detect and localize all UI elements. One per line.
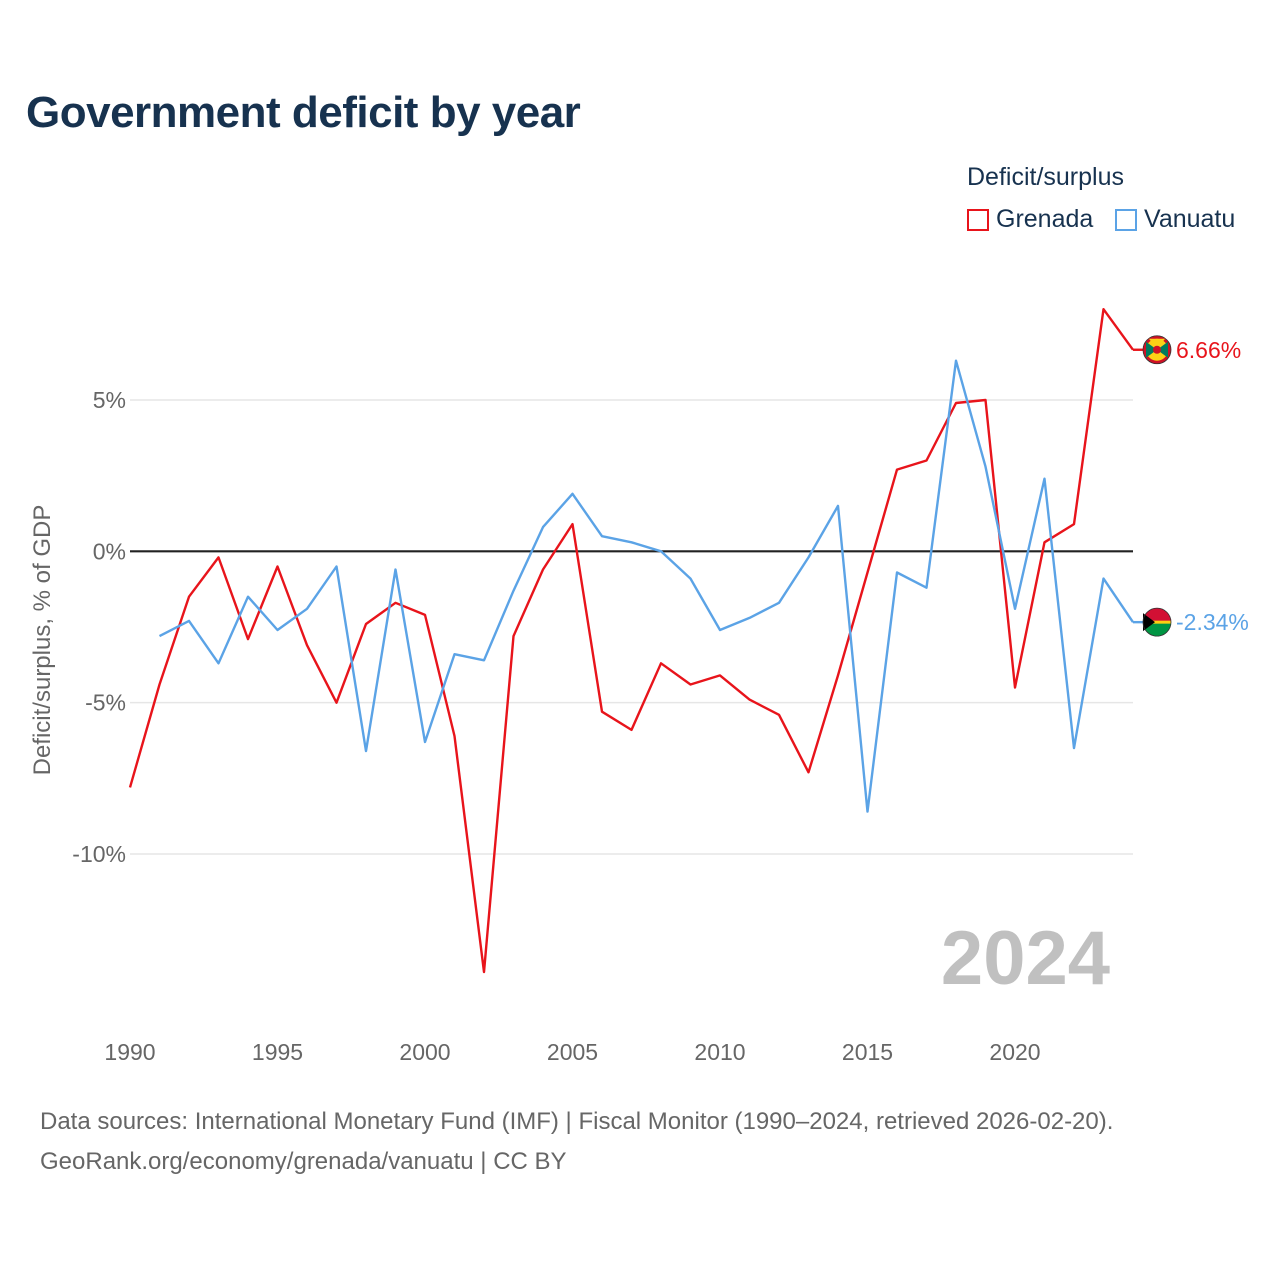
x-tick-label: 1990 xyxy=(104,1039,155,1065)
year-watermark: 2024 xyxy=(941,916,1110,1001)
legend-item-vanuatu[interactable]: Vanuatu xyxy=(1115,205,1235,234)
end-label-grenada: 6.66% xyxy=(1176,337,1241,363)
legend-title: Deficit/surplus xyxy=(967,163,1124,191)
series-end-markers: 6.66% -2.34% xyxy=(1133,335,1249,637)
legend-label-grenada: Grenada xyxy=(996,205,1094,233)
y-tick-label: 5% xyxy=(93,387,126,413)
legend-swatch-grenada xyxy=(967,208,989,231)
x-axis-ticks: 1990 1995 2000 2005 2010 2015 2020 xyxy=(104,1039,1040,1065)
y-axis-ticks: 5% 0% -5% -10% xyxy=(72,387,126,867)
legend-swatch-vanuatu xyxy=(1115,208,1137,231)
y-tick-label: -10% xyxy=(72,841,126,867)
legend-label-vanuatu: Vanuatu xyxy=(1144,205,1236,233)
x-tick-label: 1995 xyxy=(252,1039,303,1065)
y-axis-label: Deficit/surplus, % of GDP xyxy=(29,505,56,776)
legend-item-grenada[interactable]: Grenada xyxy=(967,205,1093,234)
data-source-note: Data sources: International Monetary Fun… xyxy=(40,1108,1114,1135)
x-tick-label: 2020 xyxy=(989,1039,1040,1065)
end-label-vanuatu: -2.34% xyxy=(1176,609,1249,635)
x-tick-label: 2015 xyxy=(842,1039,893,1065)
y-tick-label: -5% xyxy=(85,690,126,716)
flag-grenada-icon xyxy=(1142,335,1172,365)
y-tick-label: 0% xyxy=(93,538,126,564)
x-tick-label: 2005 xyxy=(547,1039,598,1065)
chart-title: Government deficit by year xyxy=(26,88,581,137)
x-tick-label: 2000 xyxy=(399,1039,450,1065)
flag-vanuatu-icon xyxy=(1142,607,1172,637)
series-lines xyxy=(128,308,1134,974)
series-line-grenada xyxy=(128,308,1134,974)
credit-link[interactable]: GeoRank.org/economy/grenada/vanuatu | CC… xyxy=(40,1148,567,1175)
x-tick-label: 2010 xyxy=(694,1039,745,1065)
series-line-vanuatu xyxy=(158,359,1134,813)
